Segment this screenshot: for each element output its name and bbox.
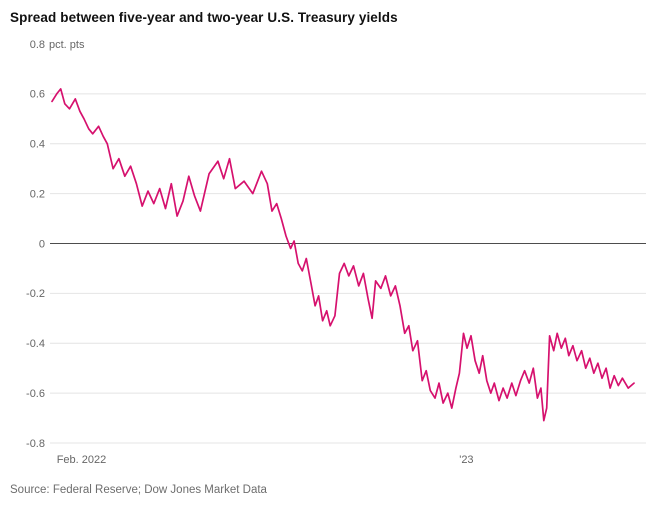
spread-line bbox=[51, 88, 635, 422]
y-tick-label: 0.2 bbox=[30, 188, 45, 200]
y-tick-label: -0.6 bbox=[26, 388, 45, 400]
y-tick-label: 0.6 bbox=[30, 89, 45, 101]
y-tick-label: 0.8 bbox=[30, 39, 45, 51]
source-note: Source: Federal Reserve; Dow Jones Marke… bbox=[10, 484, 267, 496]
y-axis-unit-label: pct. pts bbox=[49, 39, 85, 51]
x-tick-label: '23 bbox=[459, 454, 473, 466]
y-tick-label: -0.8 bbox=[26, 438, 45, 450]
spread-chart: 0.8 pct. pts 0.6 0.4 0.2 0 -0.2 -0.4 -0.6 -0.8 Feb… bbox=[26, 39, 646, 466]
y-tick-label: 0 bbox=[39, 238, 45, 250]
chart-title: Spread between five-year and two-year U.… bbox=[10, 10, 398, 25]
y-tick-label: -0.2 bbox=[26, 288, 45, 300]
y-tick-label: -0.4 bbox=[26, 338, 45, 350]
y-tick-label: 0.4 bbox=[30, 139, 45, 151]
x-tick-label: Feb. 2022 bbox=[57, 454, 107, 466]
